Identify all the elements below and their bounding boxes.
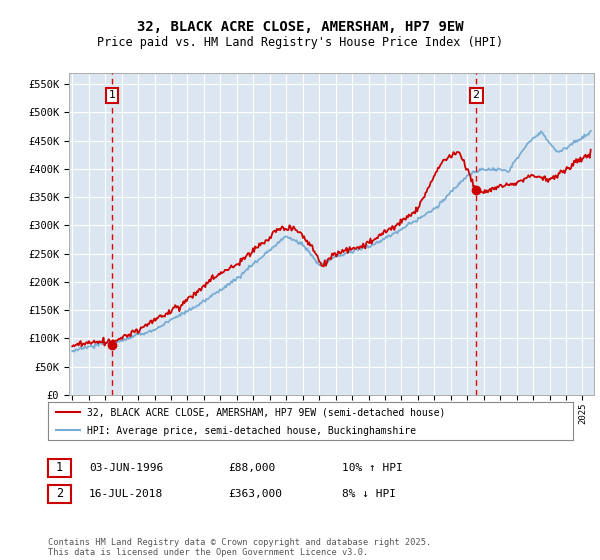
- Text: 32, BLACK ACRE CLOSE, AMERSHAM, HP7 9EW: 32, BLACK ACRE CLOSE, AMERSHAM, HP7 9EW: [137, 20, 463, 34]
- Text: 2: 2: [473, 90, 480, 100]
- Text: Contains HM Land Registry data © Crown copyright and database right 2025.
This d: Contains HM Land Registry data © Crown c…: [48, 538, 431, 557]
- Text: 03-JUN-1996: 03-JUN-1996: [89, 463, 163, 473]
- Text: 8% ↓ HPI: 8% ↓ HPI: [342, 489, 396, 499]
- Text: £363,000: £363,000: [228, 489, 282, 499]
- Text: 1: 1: [109, 90, 116, 100]
- Text: 10% ↑ HPI: 10% ↑ HPI: [342, 463, 403, 473]
- Text: 32, BLACK ACRE CLOSE, AMERSHAM, HP7 9EW (semi-detached house): 32, BLACK ACRE CLOSE, AMERSHAM, HP7 9EW …: [88, 408, 446, 418]
- Text: Price paid vs. HM Land Registry's House Price Index (HPI): Price paid vs. HM Land Registry's House …: [97, 36, 503, 49]
- Text: 2: 2: [56, 487, 63, 501]
- Text: £88,000: £88,000: [228, 463, 275, 473]
- Text: 1: 1: [56, 461, 63, 474]
- Text: 16-JUL-2018: 16-JUL-2018: [89, 489, 163, 499]
- Text: HPI: Average price, semi-detached house, Buckinghamshire: HPI: Average price, semi-detached house,…: [88, 426, 416, 436]
